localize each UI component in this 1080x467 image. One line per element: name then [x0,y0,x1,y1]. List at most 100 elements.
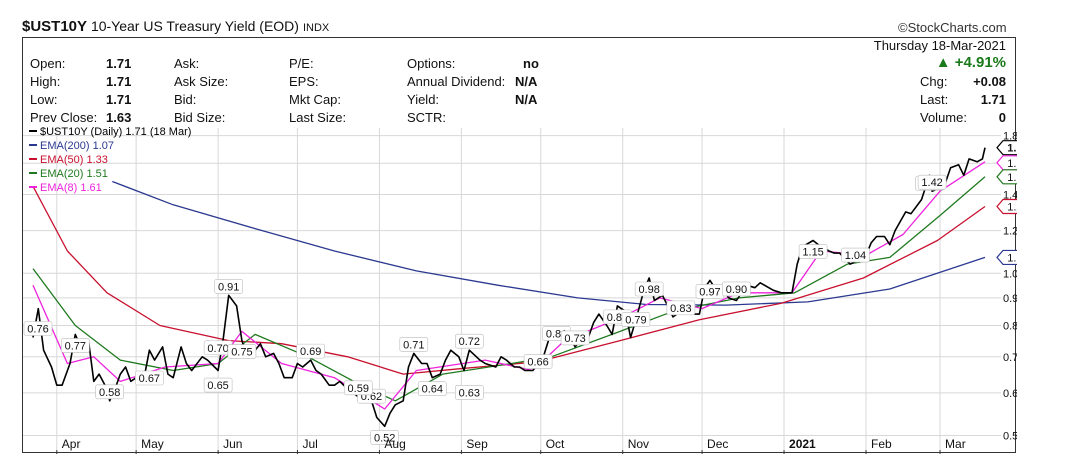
annotation-label: 0.67 [139,373,160,385]
annotation-label: 0.72 [459,336,480,348]
legend-entry: $UST10Y (Daily) 1.71 (18 Mar) [40,126,191,138]
x-tick-label: Jun [223,437,243,451]
last-label: Last: [920,92,949,107]
volume-value: 0 [998,110,1006,125]
y-tick-label: 1.0 [1003,268,1017,280]
high-value: 1.71 [106,74,132,89]
annotation-box [23,321,53,336]
high-label: High: [30,74,61,89]
annotation-label: 1.04 [845,250,866,262]
chg-label: Chg: [920,74,948,89]
right-marker-label: 1.07 [1007,252,1017,264]
legend-entry: EMA(50) 1.33 [40,154,108,166]
x-tick-label: Sep [466,437,488,451]
annotation-label: 0.76 [27,324,48,336]
annotation-label: 0.52 [374,432,395,444]
legend-entry: EMA(200) 1.07 [40,140,114,152]
y-tick-label: 1.2 [1003,226,1017,238]
annotation-box [61,338,90,353]
right-value-marker [996,198,1017,215]
annual-dividend-label: Annual Dividend: [407,74,506,89]
x-tick-label: Apr [61,437,81,451]
series-line-ema200 [112,180,986,306]
legend-entry: EMA(8) 1.61 [40,182,102,194]
ask-label: Ask: [174,56,200,71]
annotation-box [917,174,947,190]
annotation-box [214,279,243,294]
annotation-label: 0.58 [99,387,120,399]
yield-label: Yield: [407,92,440,107]
x-tick-label: Feb [871,437,892,451]
right-value-marker [996,249,1017,266]
bid-size-label: Bid Size: [174,110,226,125]
pe-label: P/E: [289,56,314,71]
annotation-box [203,377,233,393]
legend-entry: EMA(20) 1.51 [40,168,108,180]
annotation-label: 0.63 [459,387,480,399]
right-marker-box [996,155,1017,171]
prev-close-value: 1.63 [106,110,132,125]
right-value-marker [996,140,1017,156]
annotation-box [227,344,257,359]
annotation-label: 1.42 [921,177,942,189]
annotation-box [399,337,429,352]
annotation-label: 0.69 [300,346,321,358]
x-tick-label: Aug [384,437,406,451]
ask-size-label: Ask Size: [174,74,229,89]
low-label: Low: [30,92,58,107]
annotation-box [841,247,870,263]
bid-label: Bid: [174,92,197,107]
last-size-label: Last Size: [289,110,347,125]
x-tick-label: Dec [707,437,729,451]
series-line-ema50 [32,185,986,375]
annotation-label: 0.75 [231,347,252,359]
right-marker-label: 1.51 [1007,172,1017,184]
right-value-marker [996,169,1017,185]
annotation-box [666,300,696,316]
annotation-box [560,330,590,346]
y-tick-label: 0.8 [1003,320,1017,332]
x-tick-label: 2021 [789,437,816,451]
annotation-label: 0.71 [403,339,424,351]
right-marker-label: 1.61 [1007,158,1017,170]
exchange: INDX [302,22,330,34]
annual-dividend-value: N/A [515,74,538,89]
open-label: Open: [30,56,66,71]
y-tick-label: 0.7 [1003,352,1017,364]
chart-title: $UST10Y 10-Year US Treasury Yield (EOD) I… [22,18,329,35]
annotation-label: 0.90 [726,284,747,296]
annotation-label: 0.59 [348,383,369,395]
eps-label: EPS: [289,74,319,89]
annotation-label: 0.98 [638,284,659,296]
annotation-label: 1.15 [802,247,823,259]
annotation-label: 0.91 [218,281,239,293]
annotation-box [523,354,553,369]
y-tick-label: 0.9 [1003,293,1017,305]
y-tick-label: 1.8 [1003,131,1017,143]
annotation-label: 0.79 [625,314,646,326]
pct-change: ▲ +4.91% [935,54,1006,71]
symbol: $UST10Y [22,18,88,35]
last-value: 1.71 [980,92,1006,107]
prev-close-label: Prev Close: [30,110,98,125]
sctr-label: SCTR: [407,110,446,125]
options-label: Options: [407,56,456,71]
annotation-box [722,281,751,297]
right-marker-label: 1.33 [1007,202,1017,214]
right-marker-label: 1.71 [1007,143,1017,155]
y-tick-label: 0.6 [1003,388,1017,400]
y-tick-label: 0.5 [1003,431,1017,443]
volume-label: Volume: [920,110,967,125]
annotation-box [798,244,828,259]
annotation-box [455,333,484,349]
annotation-box [296,343,325,359]
price-chart[interactable]: 0.50.60.70.80.91.01.21.41.61.80.760.770.… [23,38,1017,454]
annotation-label: 0.65 [207,380,228,392]
annotation-box [135,370,164,386]
right-marker-box [996,140,1017,156]
annotation-label: 0.73 [564,333,585,345]
open-value: 1.71 [106,56,132,71]
options-value: no [523,56,539,71]
brand-logo[interactable]: ©StockCharts.com [898,20,1007,35]
yield-value: N/A [515,92,538,107]
